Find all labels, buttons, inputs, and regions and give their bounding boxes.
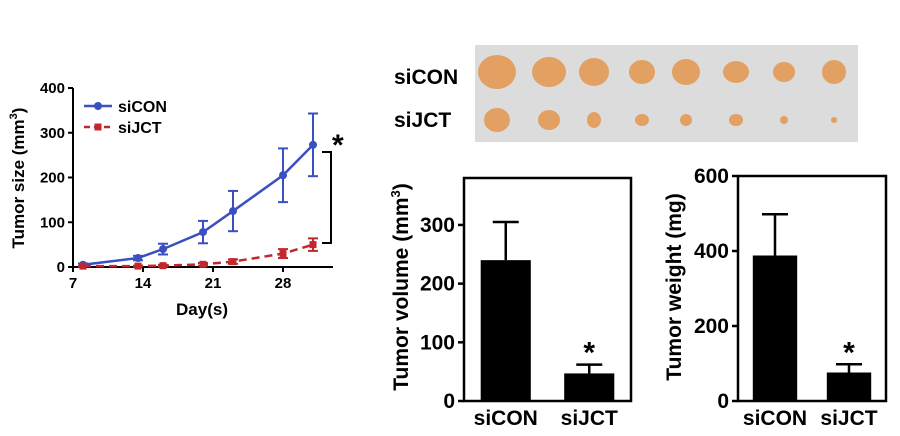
tumor-weight-bar-chart: Tumor weight (mg) 0 200 400 600 siCON siJCT * — [663, 165, 888, 430]
line-chart-x-tick-label: 21 — [205, 275, 222, 292]
weight-x-tick-label: siJCT — [820, 407, 877, 430]
line-chart-y-tick-label: 400 — [40, 80, 65, 97]
tumor-sicon — [822, 60, 846, 84]
tumor-size-line-chart: Tumor size (mm3) Day(s) 0 100 200 300 400 7 14… — [8, 80, 344, 319]
weight-significance-star: * — [843, 336, 855, 369]
tumor-sicon — [478, 55, 516, 89]
tumor-volume-bar-chart: Tumor volume (mm3) 0 100 200 300 siCON siJCT * — [388, 176, 633, 430]
line-point — [159, 262, 167, 270]
weight-bar-sijct — [826, 372, 872, 401]
tumor-sijct — [484, 108, 510, 132]
line-chart-legend: siCON siJCT — [84, 99, 167, 137]
tumor-sijct — [538, 110, 560, 130]
line-series-sicon — [78, 112, 318, 269]
weight-y-tick-label: 0 — [717, 390, 729, 413]
photo-row-label-sijct: siJCT — [394, 109, 451, 132]
tumor-sijct — [780, 116, 788, 124]
volume-frame — [462, 176, 633, 403]
tumor-photo-panel: siCON siJCT — [394, 45, 858, 142]
weight-y-tick-label: 400 — [694, 240, 729, 263]
weight-x-tick-label: siCON — [743, 407, 807, 430]
tumor-sicon — [579, 58, 609, 86]
line-chart-y-tick-label: 100 — [40, 214, 65, 231]
line-chart-ylabel: Tumor size (mm3) — [8, 108, 28, 249]
tumor-sicon — [773, 62, 795, 82]
tumor-sicon — [532, 57, 566, 87]
weight-frame — [736, 174, 888, 403]
volume-y-tick-label: 0 — [443, 390, 455, 413]
line-point — [134, 262, 142, 270]
tumor-sijct — [680, 114, 692, 126]
tumor-sicon — [723, 61, 749, 83]
volume-x-tick-label: siCON — [474, 407, 538, 430]
tumor-sicon — [629, 60, 655, 84]
volume-y-tick-label: 300 — [420, 214, 455, 237]
line-chart-y-tick-label: 200 — [40, 170, 65, 187]
line-point — [134, 254, 142, 263]
weight-y-tick-label: 200 — [694, 315, 729, 338]
legend-label-sijct: siJCT — [118, 120, 162, 137]
line-point — [159, 245, 167, 254]
tumor-photo-background — [475, 45, 858, 142]
line-point — [279, 171, 287, 180]
tumor-sijct — [635, 114, 649, 126]
line-chart-x-tick-label: 14 — [135, 275, 152, 292]
line-point — [309, 241, 317, 249]
line-point — [199, 228, 207, 237]
line-point — [229, 258, 237, 266]
line-series-sijct — [78, 237, 318, 270]
volume-y-tick-label: 100 — [420, 331, 455, 354]
legend-marker — [94, 102, 102, 110]
line-chart-xlabel: Day(s) — [176, 300, 228, 319]
line-point — [79, 262, 87, 270]
weight-chart-ylabel: Tumor weight (mg) — [663, 193, 686, 380]
tumor-sicon — [672, 59, 700, 85]
line-chart-significance-bracket: * — [322, 129, 344, 244]
legend-marker — [94, 123, 102, 131]
line-point — [279, 250, 287, 258]
tumor-sijct — [587, 112, 601, 128]
line-chart-x-tick-label: 7 — [69, 275, 77, 292]
line-point — [309, 140, 317, 149]
volume-significance-star: * — [583, 337, 595, 370]
volume-x-tick-label: siJCT — [561, 407, 618, 430]
line-point — [229, 207, 237, 216]
volume-y-tick-label: 200 — [420, 273, 455, 296]
volume-bar-sicon — [480, 260, 531, 401]
volume-chart-ylabel: Tumor volume (mm3) — [388, 183, 413, 391]
line-point — [199, 260, 207, 268]
line-series-path — [82, 143, 314, 267]
line-chart-significance-star: * — [332, 129, 344, 162]
volume-bar-sijct — [564, 373, 615, 401]
photo-row-label-sicon: siCON — [394, 66, 458, 89]
legend-label-sicon: siCON — [118, 99, 167, 116]
tumor-sijct — [729, 114, 743, 126]
line-chart-y-tick-label: 300 — [40, 125, 65, 142]
tumor-sijct — [831, 117, 837, 123]
line-chart-y-tick-label: 0 — [57, 259, 65, 276]
weight-bar-sicon — [752, 255, 798, 401]
line-chart-x-tick-label: 28 — [275, 275, 292, 292]
weight-y-tick-label: 600 — [694, 165, 729, 188]
